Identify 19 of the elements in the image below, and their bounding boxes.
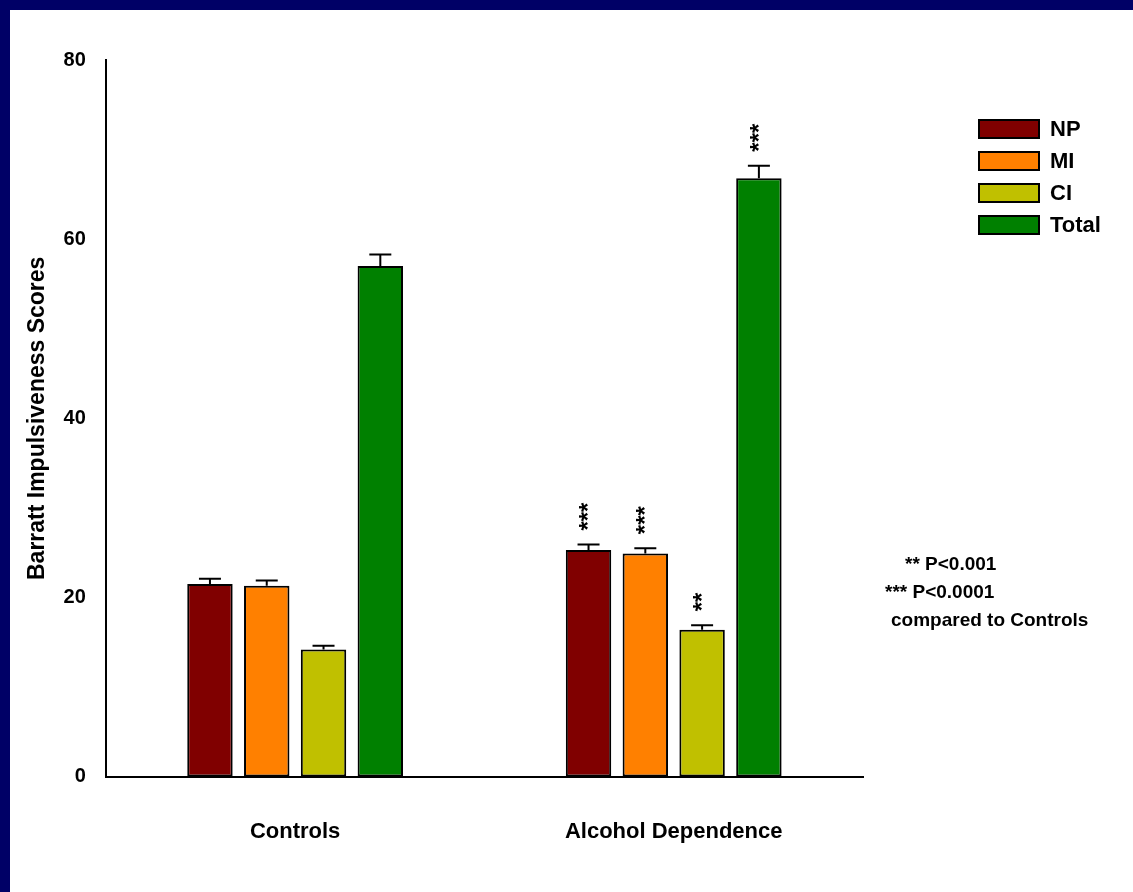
legend-label: NP [1050,116,1081,142]
legend-label: Total [1050,212,1101,238]
legend-label: CI [1050,180,1072,206]
text: compared to Controls [890,608,1089,632]
y-tick-label: 60 [63,226,86,249]
x-tick-label: Alcohol Dependence [564,817,783,843]
annotation: *** [744,123,772,152]
y-axis-title: Barratt Impulsiveness Scores [23,256,50,581]
y-tick-label: 20 [63,584,86,607]
x-tick-label: Controls [249,817,341,843]
annotation: *** [630,505,658,535]
text: ** P<0.001 [904,552,998,576]
y-tick-label: 80 [63,47,86,70]
text: *** P<0.0001 [885,580,996,604]
y-tick-label: 40 [63,405,86,428]
annotation: ** [687,591,715,612]
legend-label: MI [1050,148,1075,174]
y-tick-label: 0 [74,764,86,787]
annotation: *** [574,501,602,531]
